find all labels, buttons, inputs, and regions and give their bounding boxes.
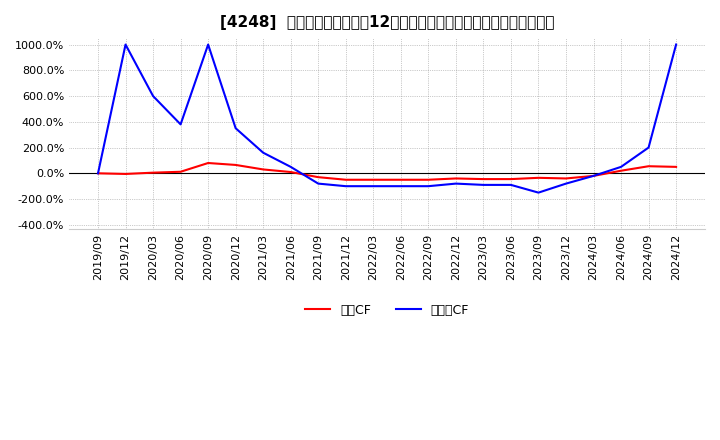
フリーCF (314, 181, 323, 186)
営業CF (204, 160, 212, 165)
フリーCF (562, 181, 570, 186)
Title: [4248]  キャッシュフローの12か月移動合計の対前年同期増減率の推移: [4248] キャッシュフローの12か月移動合計の対前年同期増減率の推移 (220, 15, 554, 30)
フリーCF (589, 173, 598, 179)
営業CF (397, 177, 405, 183)
フリーCF (479, 182, 487, 187)
Line: フリーCF: フリーCF (98, 44, 676, 193)
営業CF (369, 177, 377, 183)
営業CF (589, 173, 598, 179)
営業CF (259, 167, 268, 172)
営業CF (534, 175, 543, 180)
営業CF (617, 168, 626, 173)
フリーCF (341, 183, 350, 189)
フリーCF (397, 183, 405, 189)
営業CF (149, 170, 158, 175)
フリーCF (231, 125, 240, 131)
フリーCF (644, 145, 653, 150)
Line: 営業CF: 営業CF (98, 163, 676, 180)
フリーCF (287, 164, 295, 169)
営業CF (451, 176, 460, 181)
営業CF (507, 176, 516, 182)
フリーCF (121, 42, 130, 47)
フリーCF (617, 164, 626, 169)
営業CF (94, 171, 102, 176)
フリーCF (507, 182, 516, 187)
フリーCF (204, 42, 212, 47)
営業CF (424, 177, 433, 183)
営業CF (231, 162, 240, 168)
営業CF (287, 169, 295, 175)
フリーCF (94, 171, 102, 176)
営業CF (672, 164, 680, 169)
Legend: 営業CF, フリーCF: 営業CF, フリーCF (300, 298, 474, 322)
営業CF (479, 176, 487, 182)
営業CF (341, 177, 350, 183)
フリーCF (451, 181, 460, 186)
営業CF (314, 175, 323, 180)
フリーCF (259, 150, 268, 155)
フリーCF (176, 122, 185, 127)
フリーCF (369, 183, 377, 189)
フリーCF (672, 42, 680, 47)
フリーCF (149, 93, 158, 99)
フリーCF (534, 190, 543, 195)
営業CF (176, 169, 185, 174)
営業CF (644, 164, 653, 169)
フリーCF (424, 183, 433, 189)
営業CF (121, 171, 130, 176)
営業CF (562, 176, 570, 181)
